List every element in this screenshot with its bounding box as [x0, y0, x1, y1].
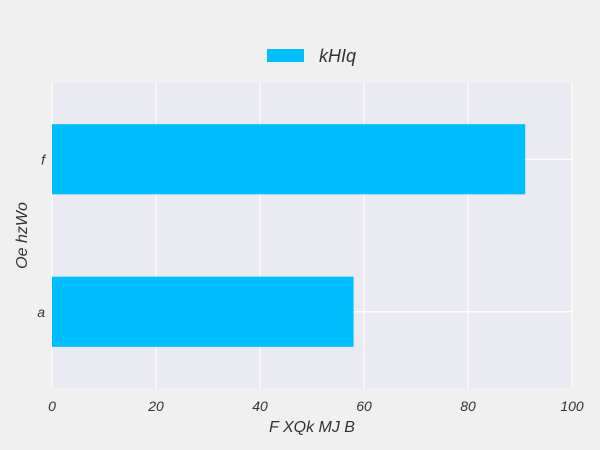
- x-tick-label: 20: [147, 398, 164, 414]
- x-tick-label: 80: [460, 398, 476, 414]
- x-tick-label: 40: [252, 398, 268, 414]
- bar-a: [52, 276, 354, 347]
- y-tick-labels: af: [37, 151, 47, 320]
- y-tick-label: a: [37, 304, 45, 320]
- bars: [52, 124, 526, 347]
- legend: kHIq: [267, 46, 356, 66]
- x-tick-label: 100: [560, 398, 584, 414]
- y-axis-title: Oe hzWo: [14, 202, 31, 269]
- y-tick-label: f: [41, 151, 47, 167]
- legend-label: kHIq: [319, 46, 356, 66]
- x-tick-label: 0: [48, 398, 56, 414]
- legend-swatch: [267, 49, 304, 62]
- x-tick-labels: 0 20 40 60 80 100: [48, 398, 584, 414]
- x-axis-title: F XQk MJ B: [269, 419, 355, 436]
- x-tick-label: 60: [356, 398, 372, 414]
- bar-f: [52, 124, 526, 195]
